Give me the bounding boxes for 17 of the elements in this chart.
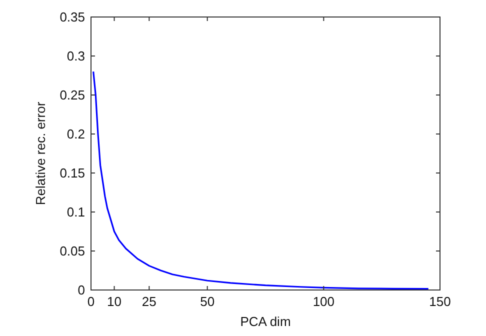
x-tick-label: 10	[107, 294, 122, 309]
y-tick-label: 0.15	[60, 166, 85, 180]
y-tick-label: 0.35	[60, 10, 85, 24]
y-tick-label: 0.25	[60, 88, 85, 102]
y-tick-label: 0	[78, 282, 85, 298]
x-axis-title: PCA dim	[240, 314, 291, 329]
x-tick-label: 50	[200, 294, 215, 309]
x-tick-label: 0	[87, 294, 95, 309]
y-tick-label: 0.2	[66, 126, 85, 142]
line-series	[92, 70, 430, 290]
x-tick-label: 150	[429, 294, 451, 309]
y-tick-label: 0.3	[66, 48, 85, 64]
x-tick-label: 25	[142, 294, 156, 309]
y-tick-label: 0.05	[60, 244, 85, 258]
x-tick-label: 100	[312, 294, 335, 309]
y-axis-title: Relative rec. error	[33, 101, 48, 206]
y-tick-label: 0.1	[66, 204, 85, 220]
